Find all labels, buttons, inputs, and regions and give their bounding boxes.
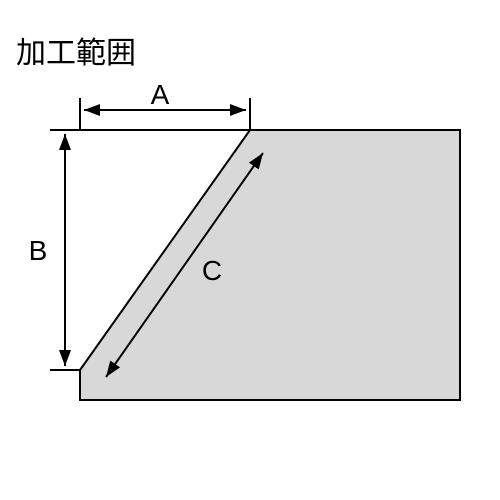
label-c: C — [202, 255, 222, 286]
label-b: B — [29, 235, 48, 266]
diagram-svg: A B C — [20, 80, 480, 460]
diagram: A B C — [20, 80, 480, 460]
label-a: A — [151, 80, 170, 110]
machining-area-shape — [80, 130, 460, 400]
diagram-title: 加工範囲 — [16, 28, 136, 72]
